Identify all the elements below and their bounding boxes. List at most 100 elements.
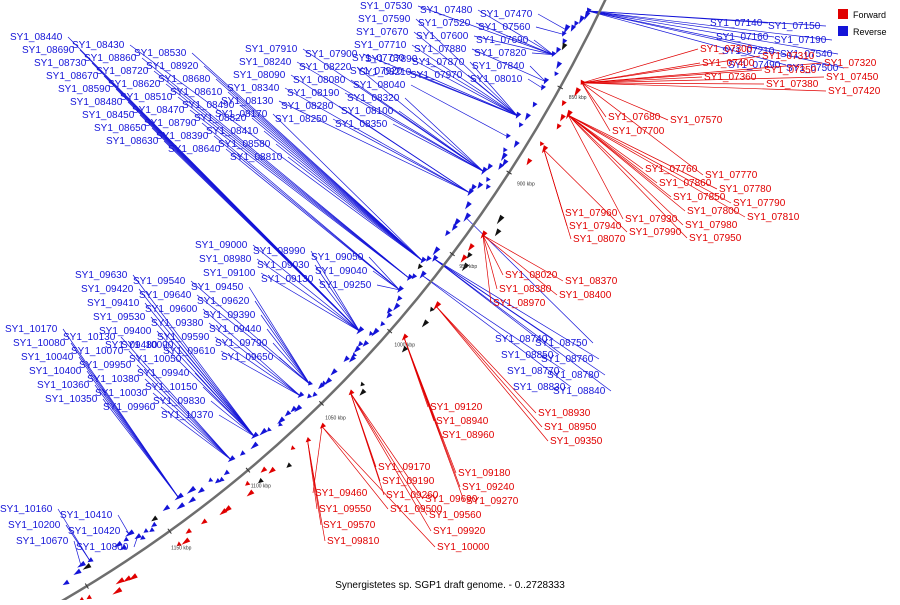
gene-label-sy1-07990[interactable]: SY1_07990: [629, 227, 682, 238]
gene-label-sy1-08690[interactable]: SY1_08690: [22, 45, 75, 56]
gene-label-sy1-10360[interactable]: SY1_10360: [37, 380, 90, 391]
gene-label-sy1-09690[interactable]: SY1_09690: [425, 494, 478, 505]
gene-label-sy1-08950[interactable]: SY1_08950: [544, 422, 597, 433]
gene-label-sy1-09050[interactable]: SY1_09050: [311, 252, 364, 263]
gene-label-sy1-08590[interactable]: SY1_08590: [58, 84, 111, 95]
gene-label-sy1-09170[interactable]: SY1_09170: [378, 462, 431, 473]
gene-label-sy1-10000[interactable]: SY1_10000: [437, 542, 490, 553]
gene-label-sy1-10800[interactable]: SY1_10800: [76, 542, 129, 553]
gene-label-sy1-07350[interactable]: SY1_07350: [764, 65, 817, 76]
gene-label-sy1-08920[interactable]: SY1_08920: [146, 61, 199, 72]
gene-label-sy1-07790[interactable]: SY1_07790: [733, 198, 786, 209]
gene-label-sy1-07970[interactable]: SY1_07970: [410, 70, 463, 81]
gene-label-sy1-09250[interactable]: SY1_09250: [319, 280, 372, 291]
gene-label-sy1-10090[interactable]: SY1_10090: [121, 340, 174, 351]
gene-label-sy1-07420[interactable]: SY1_07420: [828, 86, 881, 97]
gene-label-sy1-07520[interactable]: SY1_07520: [418, 18, 471, 29]
gene-label-sy1-07730[interactable]: SY1_07730: [352, 53, 405, 64]
gene-label-sy1-10160[interactable]: SY1_10160: [0, 504, 53, 515]
gene-label-sy1-09610[interactable]: SY1_09610: [163, 346, 216, 357]
gene-label-sy1-09620[interactable]: SY1_09620: [197, 296, 250, 307]
gene-label-sy1-08100[interactable]: SY1_08100: [341, 106, 394, 117]
gene-label-sy1-08410[interactable]: SY1_08410: [206, 126, 259, 137]
gene-label-sy1-08380[interactable]: SY1_08380: [499, 284, 552, 295]
gene-label-sy1-07930[interactable]: SY1_07930: [625, 214, 678, 225]
gene-label-sy1-08130[interactable]: SY1_08130: [221, 96, 274, 107]
gene-label-sy1-08250[interactable]: SY1_08250: [275, 114, 328, 125]
gene-label-sy1-08080[interactable]: SY1_08080: [293, 75, 346, 86]
gene-label-sy1-09350[interactable]: SY1_09350: [550, 436, 603, 447]
gene-label-sy1-09180[interactable]: SY1_09180: [458, 468, 511, 479]
gene-label-sy1-08640[interactable]: SY1_08640: [168, 144, 221, 155]
gene-label-sy1-07890[interactable]: SY1_07890: [365, 54, 418, 65]
gene-label-sy1-07160[interactable]: SY1_07160: [716, 32, 769, 43]
gene-label-sy1-09120[interactable]: SY1_09120: [430, 402, 483, 413]
gene-label-sy1-10170[interactable]: SY1_10170: [5, 324, 58, 335]
gene-label-sy1-08190[interactable]: SY1_08190: [287, 88, 340, 99]
gene-label-sy1-10050[interactable]: SY1_10050: [129, 354, 182, 365]
gene-label-sy1-09260[interactable]: SY1_09260: [386, 490, 439, 501]
gene-label-sy1-08040[interactable]: SY1_08040: [353, 80, 406, 91]
gene-label-sy1-09040[interactable]: SY1_09040: [315, 266, 368, 277]
gene-label-sy1-07800[interactable]: SY1_07800: [687, 206, 740, 217]
gene-label-sy1-07450[interactable]: SY1_07450: [826, 72, 879, 83]
gene-label-sy1-08720[interactable]: SY1_08720: [96, 66, 149, 77]
gene-label-sy1-07470[interactable]: SY1_07470: [480, 9, 533, 20]
gene-label-sy1-07940[interactable]: SY1_07940: [569, 221, 622, 232]
gene-label-sy1-09530[interactable]: SY1_09530: [93, 312, 146, 323]
gene-label-sy1-09810[interactable]: SY1_09810: [327, 536, 380, 547]
gene-label-sy1-09030[interactable]: SY1_09030: [257, 260, 310, 271]
gene-label-sy1-07860[interactable]: SY1_07860: [659, 178, 712, 189]
gene-label-sy1-07600[interactable]: SY1_07600: [416, 31, 469, 42]
gene-label-sy1-08620[interactable]: SY1_08620: [108, 79, 161, 90]
gene-label-sy1-08470[interactable]: SY1_08470: [132, 105, 185, 116]
gene-label-sy1-09240[interactable]: SY1_09240: [462, 482, 515, 493]
gene-label-sy1-10670[interactable]: SY1_10670: [16, 536, 69, 547]
gene-label-sy1-09920[interactable]: SY1_09920: [433, 526, 486, 537]
gene-label-sy1-09630[interactable]: SY1_09630: [75, 270, 128, 281]
gene-label-sy1-08430[interactable]: SY1_08430: [72, 40, 125, 51]
gene-label-sy1-07490[interactable]: SY1_07490: [728, 60, 781, 71]
gene-label-sy1-07570[interactable]: SY1_07570: [670, 115, 723, 126]
gene-label-sy1-09410[interactable]: SY1_09410: [87, 298, 140, 309]
gene-label-sy1-08020[interactable]: SY1_08020: [505, 270, 558, 281]
gene-label-sy1-07150[interactable]: SY1_07150: [768, 21, 821, 32]
gene-label-sy1-09130[interactable]: SY1_09130: [261, 274, 314, 285]
gene-label-sy1-08860[interactable]: SY1_08860: [84, 53, 137, 64]
gene-label-sy1-07400[interactable]: SY1_07400: [702, 58, 755, 69]
gene-label-sy1-09830[interactable]: SY1_09830: [153, 396, 206, 407]
gene-label-sy1-07680[interactable]: SY1_07680: [608, 112, 661, 123]
gene-label-sy1-09450[interactable]: SY1_09450: [191, 282, 244, 293]
gene-label-sy1-09270[interactable]: SY1_09270: [466, 496, 519, 507]
gene-label-sy1-10350[interactable]: SY1_10350: [45, 394, 98, 405]
gene-label-sy1-08170[interactable]: SY1_08170: [215, 109, 268, 120]
gene-label-sy1-07500[interactable]: SY1_07500: [786, 63, 839, 74]
gene-label-sy1-10130[interactable]: SY1_10130: [63, 332, 116, 343]
gene-label-sy1-09380[interactable]: SY1_09380: [151, 318, 204, 329]
gene-label-sy1-10380[interactable]: SY1_10380: [87, 374, 140, 385]
gene-label-sy1-08210[interactable]: SY1_08210: [359, 67, 412, 78]
gene-label-sy1-10070[interactable]: SY1_10070: [71, 346, 124, 357]
gene-label-sy1-08850[interactable]: SY1_08850: [501, 350, 554, 361]
gene-label-sy1-08490[interactable]: SY1_08490: [182, 100, 235, 111]
gene-label-sy1-08740[interactable]: SY1_08740: [495, 334, 548, 345]
gene-label-sy1-08940[interactable]: SY1_08940: [436, 416, 489, 427]
gene-label-sy1-08220[interactable]: SY1_08220: [299, 62, 352, 73]
gene-label-sy1-09480[interactable]: SY1_09480: [105, 340, 158, 351]
gene-label-sy1-09590[interactable]: SY1_09590: [157, 332, 210, 343]
gene-label-sy1-09940[interactable]: SY1_09940: [137, 368, 190, 379]
gene-label-sy1-08280[interactable]: SY1_08280: [281, 101, 334, 112]
gene-label-sy1-09560[interactable]: SY1_09560: [429, 510, 482, 521]
gene-label-sy1-08610[interactable]: SY1_08610: [170, 87, 223, 98]
gene-label-sy1-08090[interactable]: SY1_08090: [233, 70, 286, 81]
gene-label-sy1-09000[interactable]: SY1_09000: [195, 240, 248, 251]
gene-label-sy1-09550[interactable]: SY1_09550: [319, 504, 372, 515]
gene-label-sy1-07560[interactable]: SY1_07560: [478, 22, 531, 33]
gene-label-sy1-08750[interactable]: SY1_08750: [535, 338, 588, 349]
gene-label-sy1-07920[interactable]: SY1_07920: [350, 66, 403, 77]
gene-label-sy1-08580[interactable]: SY1_08580: [218, 139, 271, 150]
gene-label-sy1-09950[interactable]: SY1_09950: [79, 360, 132, 371]
gene-label-sy1-07540[interactable]: SY1_07540: [780, 49, 833, 60]
gene-label-sy1-08980[interactable]: SY1_08980: [199, 254, 252, 265]
